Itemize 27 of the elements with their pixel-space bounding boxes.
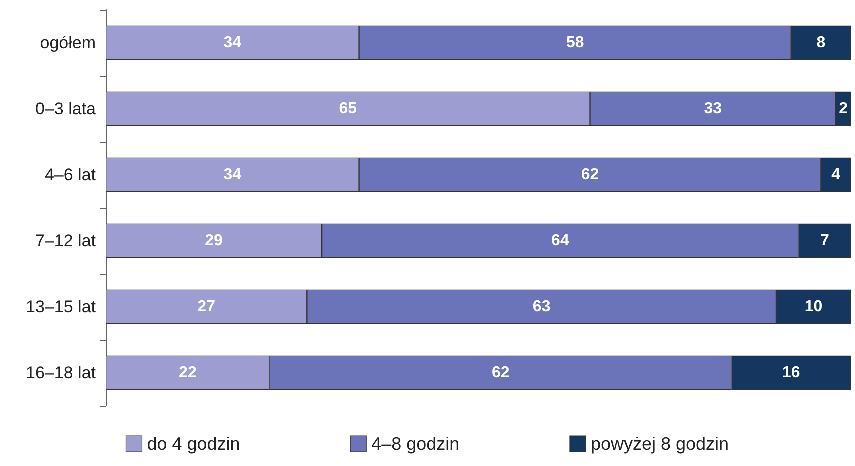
legend-label: 4–8 godzin <box>372 434 460 454</box>
y-tick-label: 13–15 lat <box>26 298 96 316</box>
data-label: 27 <box>198 298 216 316</box>
data-label: 62 <box>492 364 510 382</box>
data-label: 7 <box>820 232 830 250</box>
data-label: 33 <box>704 100 722 118</box>
legend-label: powyżej 8 godzin <box>590 434 730 454</box>
data-label: 58 <box>566 34 584 52</box>
data-label: 16 <box>782 364 800 382</box>
data-label: 65 <box>339 100 358 118</box>
data-label: 4 <box>832 166 841 184</box>
y-tick-label: 0–3 lata <box>36 100 97 118</box>
data-label: 8 <box>816 34 826 52</box>
data-label: 2 <box>839 100 848 118</box>
data-label: 34 <box>224 34 242 52</box>
y-tick-label: 4–6 lat <box>44 166 96 184</box>
data-label: 64 <box>552 232 570 250</box>
legend-label: do 4 godzin <box>147 434 240 454</box>
data-label: 34 <box>224 166 242 184</box>
data-label: 29 <box>205 232 224 250</box>
data-label: 10 <box>804 298 823 316</box>
data-label: 62 <box>581 166 600 184</box>
data-label: 22 <box>179 364 197 382</box>
y-tick-label: ogółem <box>40 34 96 52</box>
data-label: 63 <box>532 298 551 316</box>
y-tick-label: 7–12 lat <box>36 232 96 250</box>
y-tick-label: 16–18 lat <box>26 364 96 382</box>
